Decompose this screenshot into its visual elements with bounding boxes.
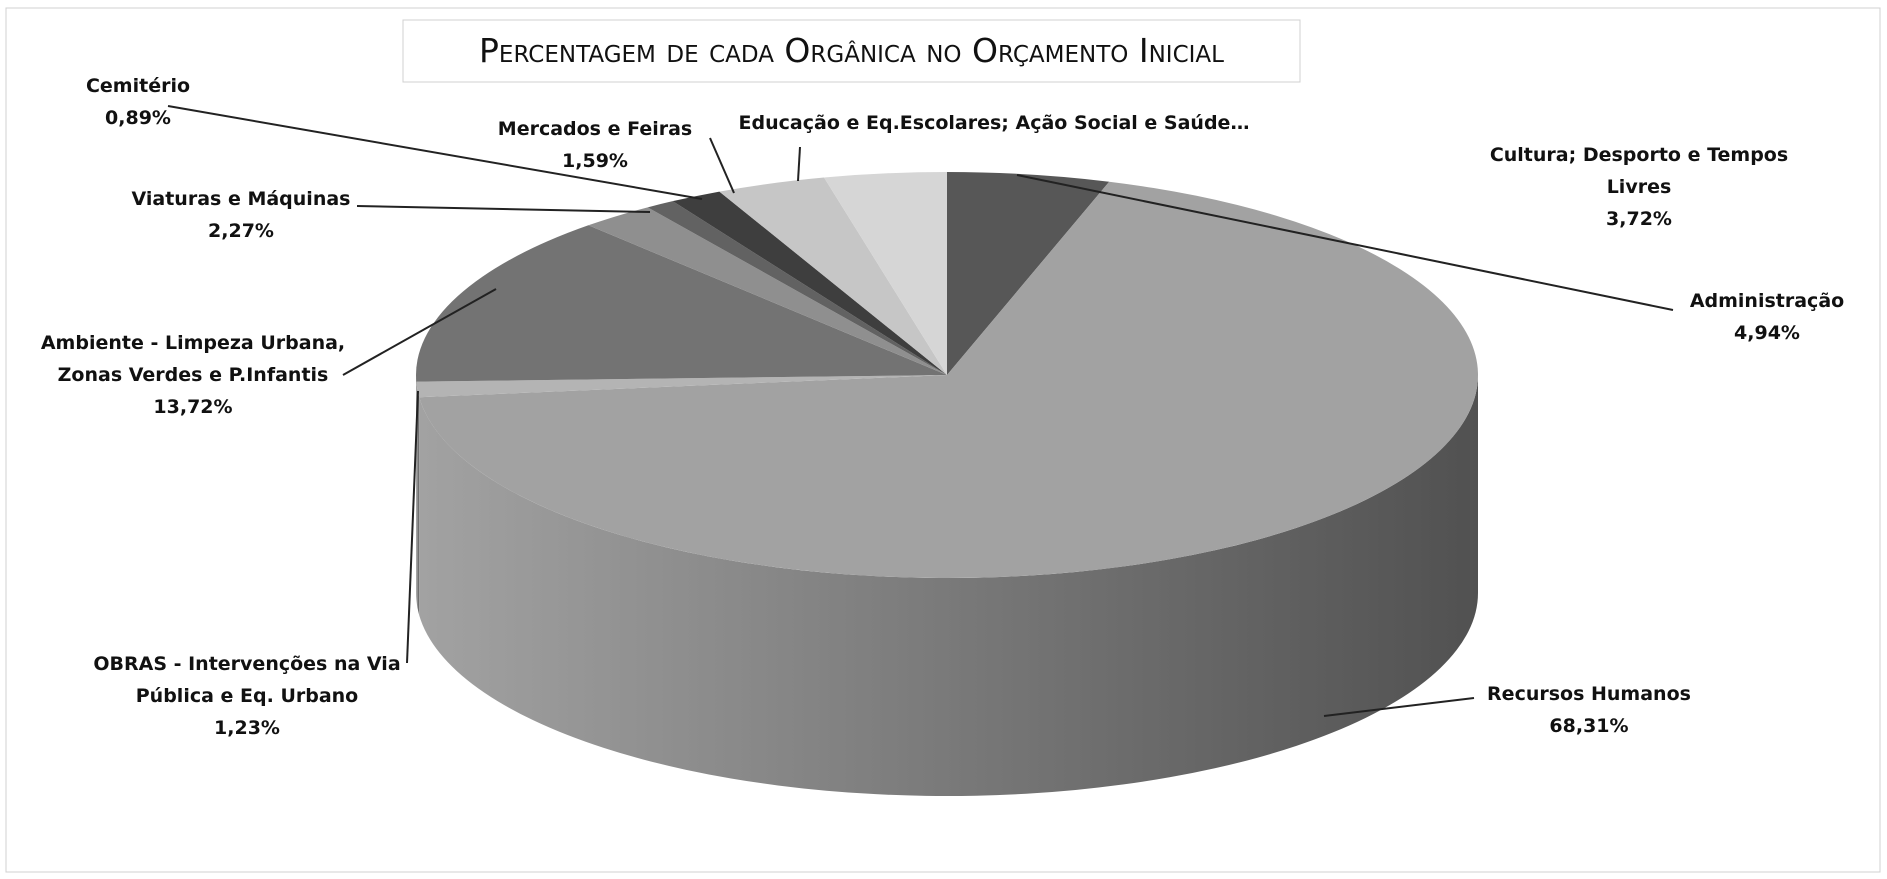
label-value: 2,27% <box>208 220 274 242</box>
chart-border <box>5 7 1881 873</box>
label-value: 1,59% <box>562 150 628 172</box>
slice <box>647 201 947 375</box>
leader-line <box>406 390 419 664</box>
slice <box>588 207 947 375</box>
data-label: Ambiente - Limpeza Urbana, Zonas Verdes … <box>28 327 358 423</box>
label-value: 68,31% <box>1549 715 1629 737</box>
data-label: Viaturas e Máquinas 2,27% <box>132 183 351 247</box>
slice-side <box>419 375 1478 797</box>
label-name: Cemitério <box>85 75 191 97</box>
slice <box>416 375 947 398</box>
slice <box>419 181 1478 579</box>
label-value: 0,89% <box>105 107 171 129</box>
data-label: Cultura; Desporto e Tempos Livres 3,72% <box>1479 139 1799 235</box>
chart-title: Percentagem de cada Orgânica no Orçament… <box>479 31 1224 70</box>
label-name: Cultura; Desporto e Tempos Livres <box>1489 144 1789 198</box>
slice <box>947 172 1110 375</box>
slice <box>824 172 947 375</box>
data-label: Administração 4,94% <box>1690 285 1844 349</box>
label-name: Viaturas e Máquinas <box>131 188 351 210</box>
label-value: 1,23% <box>214 717 280 739</box>
label-name: Administração <box>1689 290 1845 312</box>
label-name: Mercados e Feiras <box>497 118 693 140</box>
leader-line <box>797 146 801 182</box>
label-name: Recursos Humanos <box>1487 683 1691 705</box>
data-label: OBRAS - Intervenções na Via Pública e Eq… <box>77 648 417 744</box>
data-label: Cemitério 0,89% <box>86 70 190 134</box>
label-value: 3,72% <box>1606 208 1672 230</box>
title-box <box>402 19 1301 83</box>
leader-line <box>167 105 703 200</box>
pie <box>416 172 1478 797</box>
data-label: Mercados e Feiras 1,59% <box>498 113 692 177</box>
data-label: Recursos Humanos 68,31% <box>1487 678 1691 742</box>
leader-lines <box>167 105 1674 717</box>
slice <box>416 225 947 382</box>
label-name: Educação e Eq.Escolares; Ação Social e S… <box>738 112 1250 134</box>
leader-line <box>356 205 651 213</box>
leader-line <box>342 288 497 376</box>
slice <box>719 177 947 375</box>
label-value: 13,72% <box>153 396 233 418</box>
leader-line <box>1016 174 1674 311</box>
leader-line <box>1323 697 1475 717</box>
label-name: OBRAS - Intervenções na Via Pública e Eq… <box>93 653 401 707</box>
slice <box>672 191 947 375</box>
leader-line <box>709 137 735 194</box>
data-label: Educação e Eq.Escolares; Ação Social e S… <box>739 107 1250 139</box>
label-name: Ambiente - Limpeza Urbana, Zonas Verdes … <box>40 332 346 386</box>
label-value: 4,94% <box>1734 322 1800 344</box>
